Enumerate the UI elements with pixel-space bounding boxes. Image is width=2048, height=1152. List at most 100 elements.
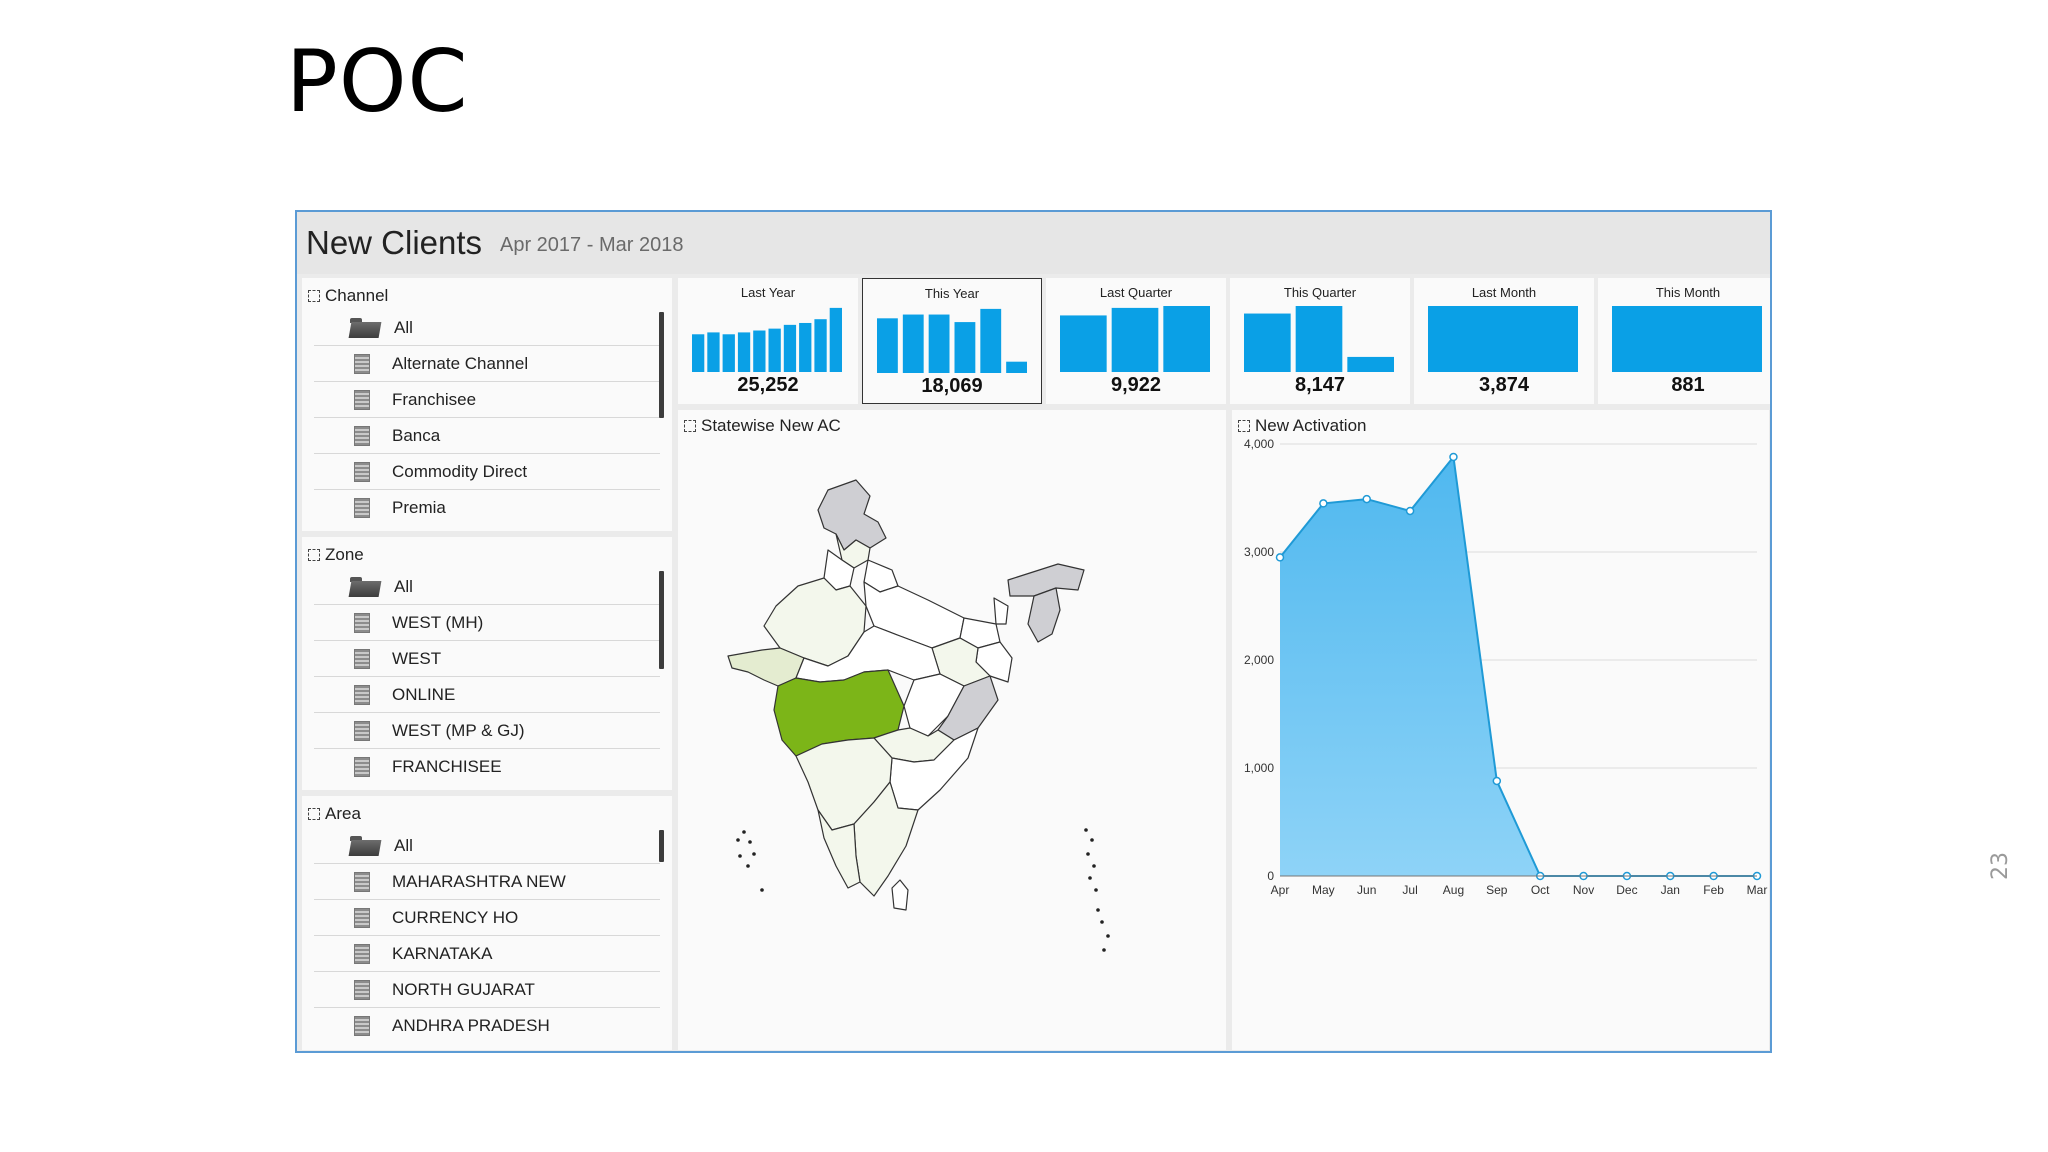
list-item[interactable]: All (314, 569, 660, 605)
y-tick-label: 2,000 (1244, 653, 1274, 667)
kpi-bar (707, 332, 720, 372)
island-dot (1094, 888, 1098, 892)
list-item[interactable]: Franchisee (314, 382, 660, 418)
data-point[interactable] (1275, 553, 1285, 562)
island-dot (1088, 876, 1092, 880)
new-activation-chart: 0 1,000 2,000 3,000 4,000 Apr May Jun Jul Aug Sep O… (1244, 437, 1767, 897)
expand-icon[interactable] (308, 549, 320, 561)
folder-icon (350, 317, 380, 338)
island-dot (1090, 838, 1094, 842)
y-tick-label: 0 (1267, 869, 1274, 883)
zone-filter-header[interactable]: Zone (308, 545, 364, 565)
sri-lanka-region[interactable] (891, 879, 909, 911)
document-icon (354, 461, 370, 482)
chhattisgarh-region[interactable] (903, 673, 965, 737)
y-tick-label: 1,000 (1244, 761, 1274, 775)
kpi-last-month[interactable]: Last Month 3,874 (1414, 278, 1594, 404)
kerala-region[interactable] (817, 809, 861, 889)
area-filter-header[interactable]: Area (308, 804, 361, 824)
x-tick-label: Apr (1271, 883, 1290, 897)
kpi-bar (799, 322, 812, 372)
data-point[interactable] (1449, 452, 1458, 462)
northeast-region[interactable] (1007, 563, 1085, 597)
island-dot (1084, 828, 1088, 832)
kpi-bar (1612, 306, 1762, 372)
list-item-label: Commodity Direct (392, 461, 528, 481)
list-item[interactable]: WEST (314, 641, 660, 677)
document-icon (354, 389, 370, 410)
list-item[interactable]: Alternate Channel (314, 346, 660, 382)
list-item[interactable]: Banca (314, 418, 660, 454)
sikkim-region[interactable] (993, 597, 1009, 625)
dashboard-title: New Clients (306, 224, 483, 261)
channel-filter-header[interactable]: Channel (308, 286, 388, 306)
kpi-bar (692, 334, 705, 372)
kpi-this-month[interactable]: This Month 881 (1598, 278, 1770, 404)
list-item[interactable]: KARNATAKA (314, 936, 660, 972)
list-item[interactable]: Commodity Direct (314, 454, 660, 490)
map-panel-header[interactable]: Statewise New AC (684, 416, 841, 436)
chart-panel-header[interactable]: New Activation (1238, 416, 1367, 436)
area-scrollbar[interactable] (659, 830, 664, 862)
island-dot (1086, 852, 1090, 856)
x-tick-label: Feb (1703, 883, 1724, 897)
expand-icon[interactable] (308, 808, 320, 820)
x-tick-label: Dec (1616, 883, 1637, 897)
document-icon (354, 684, 370, 705)
channel-scrollbar[interactable] (659, 312, 664, 418)
date-range: Apr 2017 - Mar 2018 (500, 234, 684, 256)
list-item[interactable]: All (314, 310, 660, 346)
list-item[interactable]: CURRENCY HO (314, 900, 660, 936)
kpi-bar (902, 314, 924, 373)
data-point[interactable] (1492, 776, 1502, 786)
kpi-last-year[interactable]: Last Year 25,252 (678, 278, 858, 404)
island-dot (736, 838, 740, 842)
list-item[interactable]: Premia (314, 490, 660, 526)
folder-icon (350, 576, 380, 597)
dashboard-header: New Clients Apr 2017 - Mar 2018 (297, 212, 1770, 274)
area-list: All MAHARASHTRA NEW CURRENCY HO KARNATAKA NO… (314, 828, 660, 1044)
expand-icon[interactable] (1238, 420, 1250, 432)
list-item[interactable]: WEST (MP & GJ) (314, 713, 660, 749)
zone-scrollbar[interactable] (659, 571, 664, 669)
slide-number: 23 (1988, 852, 2013, 880)
island-dot (746, 864, 750, 868)
jammu-kashmir-region[interactable] (817, 479, 887, 551)
kpi-this-quarter[interactable]: This Quarter 8,147 (1230, 278, 1410, 404)
zone-list: All WEST (MH) WEST ONLINE WEST (MP & GJ) FRAN… (314, 569, 660, 785)
data-point[interactable] (1405, 506, 1415, 516)
kpi-bar (1295, 306, 1343, 372)
list-item[interactable]: ANDHRA PRADESH (314, 1008, 660, 1044)
expand-icon[interactable] (308, 290, 320, 302)
list-item-label: WEST (392, 648, 442, 668)
x-tick-label: Jan (1661, 883, 1680, 897)
list-item[interactable]: NORTH GUJARAT (314, 972, 660, 1008)
data-point[interactable] (1362, 494, 1371, 504)
list-item[interactable]: FRANCHISEE (314, 749, 660, 785)
kpi-last-quarter[interactable]: Last Quarter 9,922 (1046, 278, 1226, 404)
india-map (727, 479, 1110, 952)
list-item[interactable]: MAHARASHTRA NEW (314, 864, 660, 900)
island-dot (760, 888, 764, 892)
list-item-label: All (394, 835, 413, 855)
list-item-label: ONLINE (392, 684, 456, 704)
x-tick-label: Jun (1357, 883, 1376, 897)
x-tick-label: Jul (1402, 883, 1417, 897)
kpi-sparkbars (1612, 306, 1762, 372)
list-item-label: All (394, 576, 413, 596)
kpi-bar (877, 318, 898, 373)
northeast-south-region[interactable] (1027, 587, 1061, 643)
list-item-label: NORTH GUJARAT (392, 979, 535, 999)
list-item-label: WEST (MP & GJ) (392, 720, 525, 740)
list-item[interactable]: All (314, 828, 660, 864)
list-item[interactable]: ONLINE (314, 677, 660, 713)
list-item[interactable]: WEST (MH) (314, 605, 660, 641)
list-item-label: All (394, 317, 413, 337)
kpi-bar (1111, 307, 1159, 372)
kpi-this-year[interactable]: This Year 18,069 (862, 278, 1042, 404)
kpi-sparkbars (1244, 306, 1394, 372)
expand-icon[interactable] (684, 420, 696, 432)
data-point[interactable] (1319, 499, 1328, 508)
dashboard: New Clients Apr 2017 - Mar 2018 Channel … (295, 210, 1772, 1053)
folder-icon (350, 835, 380, 856)
